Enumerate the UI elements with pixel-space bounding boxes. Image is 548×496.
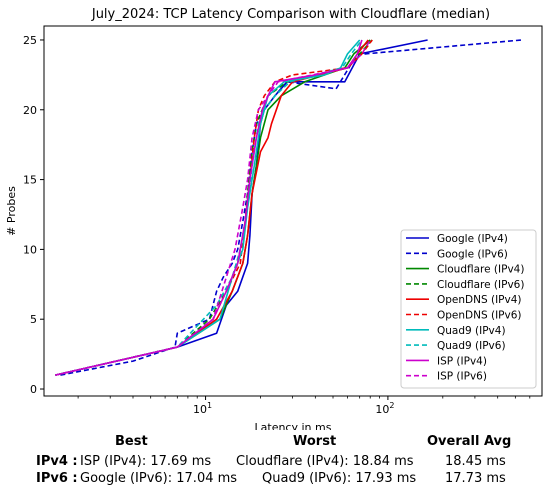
- chart-title: July_2024: TCP Latency Comparison with C…: [91, 7, 490, 22]
- legend-label-7: Quad9 (IPv6): [437, 340, 506, 352]
- ipv6-row-label: IPv6 :: [36, 471, 78, 486]
- legend: Google (IPv4) Google (IPv6) Cloudflare (IP…: [400, 229, 537, 389]
- latency-chart: July_2024: TCP Latency Comparison with C…: [5, 7, 543, 430]
- series-line-8: [55, 39, 363, 376]
- y-tick-label: 25: [23, 34, 37, 47]
- y-tick-label: 20: [23, 104, 37, 117]
- best-header: Best: [115, 434, 148, 449]
- avg-header: Overall Avg: [427, 434, 512, 449]
- series-line-1: [60, 39, 522, 376]
- legend-label-9: ISP (IPv6): [437, 371, 487, 383]
- y-tick-label: 10: [23, 243, 37, 256]
- ipv6-avg: 17.73 ms: [445, 471, 506, 486]
- y-tick-label: 5: [30, 313, 37, 326]
- series-line-9: [55, 39, 371, 376]
- legend-label-3: Cloudflare (IPv6): [437, 279, 524, 291]
- summary-table: Best Worst Overall Avg IPv4 : ISP (IPv4)…: [0, 430, 548, 494]
- legend-label-1: Google (IPv6): [437, 248, 508, 260]
- legend-label-6: Quad9 (IPv4): [437, 325, 506, 337]
- y-axis-label: # Probes: [5, 186, 18, 236]
- x-tick-label: 101: [193, 401, 212, 416]
- legend-label-0: Google (IPv4): [437, 233, 508, 245]
- worst-header: Worst: [293, 434, 337, 449]
- legend-label-2: Cloudflare (IPv4): [437, 264, 524, 276]
- y-tick-label: 0: [30, 383, 37, 396]
- ipv4-avg: 18.45 ms: [445, 454, 506, 469]
- legend-label-8: ISP (IPv4): [437, 355, 487, 367]
- ipv4-best: ISP (IPv4): 17.69 ms: [80, 454, 212, 469]
- ipv4-worst: Cloudflare (IPv4): 18.84 ms: [236, 454, 414, 469]
- legend-label-5: OpenDNS (IPv6): [437, 310, 522, 322]
- y-tick-label: 15: [23, 174, 37, 187]
- ipv6-best: Google (IPv6): 17.04 ms: [80, 471, 238, 486]
- ipv6-worst: Quad9 (IPv6): 17.93 ms: [262, 471, 417, 486]
- legend-box: [400, 229, 537, 389]
- x-axis-label: Latency in ms: [255, 421, 332, 430]
- series-layer: [55, 39, 522, 376]
- ipv4-row-label: IPv4 :: [36, 454, 78, 469]
- x-tick-label: 102: [375, 401, 394, 416]
- legend-label-4: OpenDNS (IPv4): [437, 294, 522, 306]
